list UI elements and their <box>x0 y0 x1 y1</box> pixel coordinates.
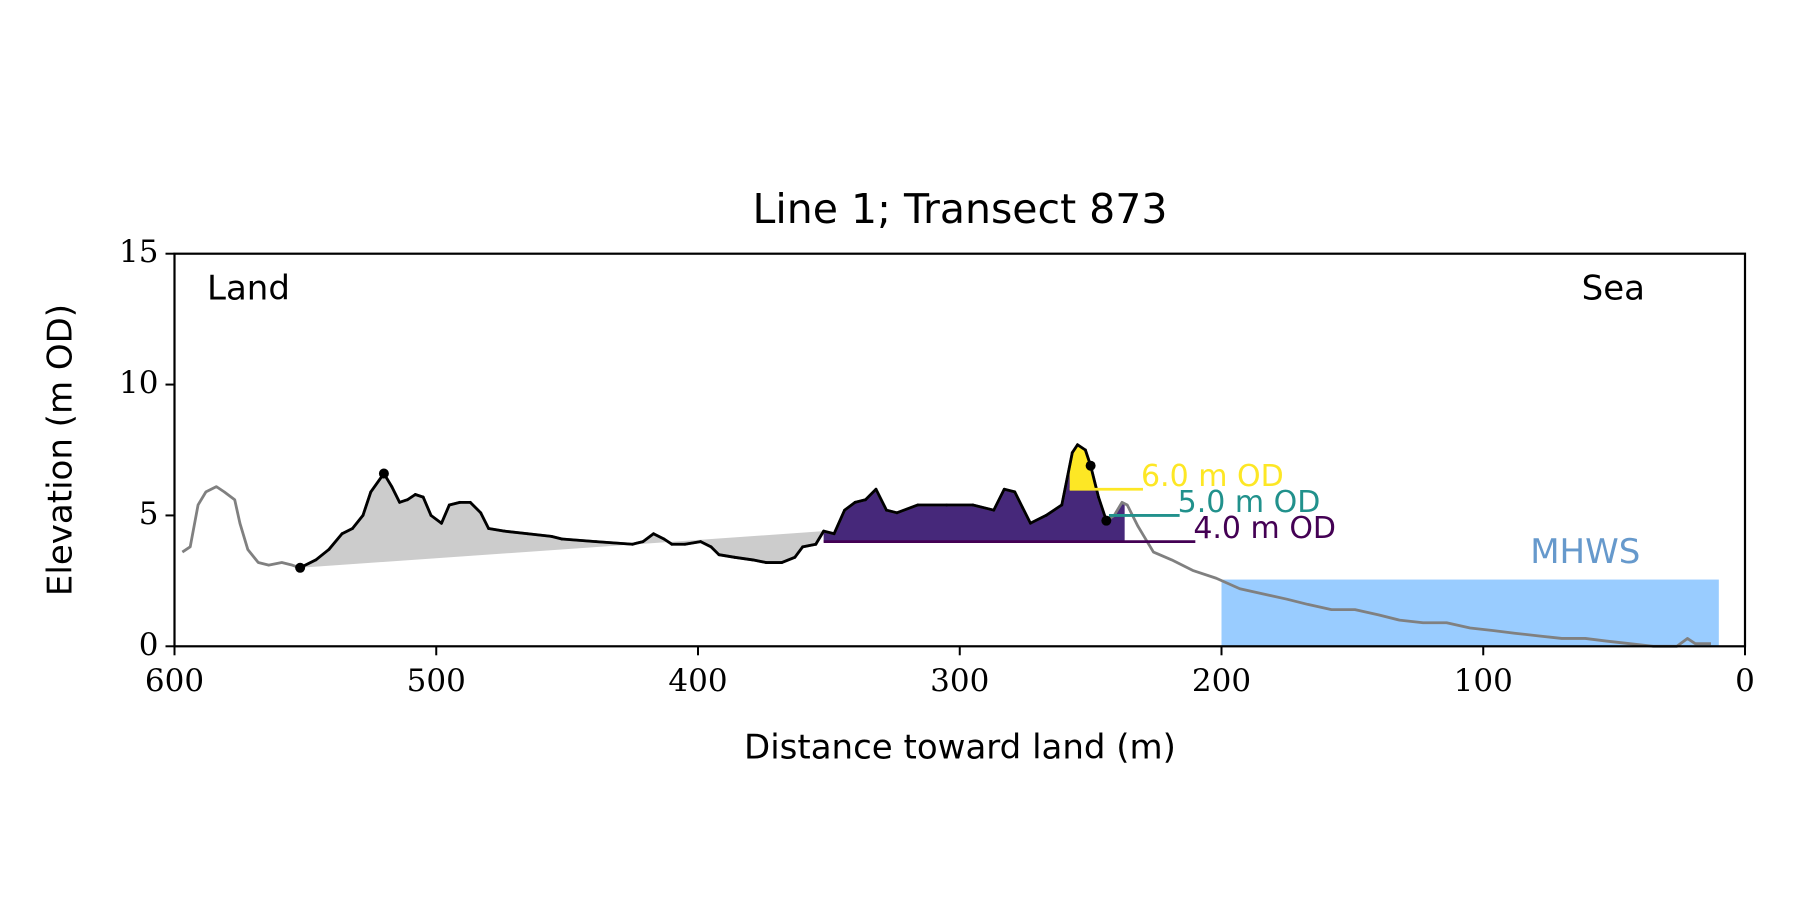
dune-segment <box>1013 490 1024 509</box>
dune-segment <box>526 532 553 538</box>
x-tick-label: 400 <box>668 663 727 699</box>
dune-segment <box>683 540 703 546</box>
dune-segment <box>1089 464 1100 499</box>
dune-segment <box>699 540 713 549</box>
dune-segment <box>832 508 846 536</box>
dune-segment <box>468 500 483 515</box>
chart-title: Line 1; Transect 873 <box>753 185 1168 233</box>
dune-segment <box>429 514 443 525</box>
y-tick-label: 0 <box>139 627 159 663</box>
mhws-area <box>1221 579 1719 647</box>
dune-segment <box>594 540 634 546</box>
dune-segment <box>1021 506 1032 525</box>
dune-segment <box>895 503 920 515</box>
marker <box>1085 460 1096 471</box>
mhws-label: MHWS <box>1530 532 1640 572</box>
dune-segment <box>843 500 857 512</box>
level-label: 4.0 m OD <box>1193 511 1336 546</box>
dune-segment <box>864 487 878 502</box>
dune-segment <box>1002 487 1017 494</box>
x-tick-label: 200 <box>1192 663 1251 699</box>
dune-segment <box>390 485 402 504</box>
x-tick-label: 300 <box>930 663 989 699</box>
dune-segment <box>652 532 666 541</box>
y-tick-label: 15 <box>119 234 158 270</box>
dune-segment <box>1029 514 1048 525</box>
dune-segment <box>801 542 818 549</box>
dune-segment <box>662 537 674 546</box>
dune-segment <box>874 487 888 512</box>
dune-segment <box>447 500 462 507</box>
x-tick-label: 100 <box>1454 663 1513 699</box>
dune-segment <box>440 503 451 525</box>
level-label: 6.0 m OD <box>1141 459 1284 494</box>
dune-segment <box>717 553 737 559</box>
dune-segment <box>631 540 645 546</box>
dune-segment <box>487 527 506 533</box>
dune-segment <box>361 490 373 517</box>
sea-annotation: Sea <box>1582 269 1645 309</box>
dune-segment <box>560 537 598 544</box>
y-tick-label: 10 <box>119 365 158 401</box>
dune-segment <box>351 514 365 530</box>
x-tick-label: 600 <box>145 663 204 699</box>
dune-segment <box>327 532 344 551</box>
dune-segment <box>421 495 433 517</box>
dune-segment <box>814 529 826 546</box>
marker <box>378 468 389 479</box>
dune-segment <box>1060 451 1074 507</box>
dune-segment <box>751 558 768 564</box>
dune-segment <box>733 555 755 562</box>
dune-segment <box>314 548 331 562</box>
dune-segment <box>992 487 1006 512</box>
toe-fill <box>300 473 824 568</box>
dune-segment <box>479 511 491 530</box>
y-tick-label: 5 <box>139 496 159 532</box>
dune-segment <box>853 498 867 504</box>
x-axis-label: Distance toward land (m) <box>744 728 1176 768</box>
dune-segment <box>1070 443 1079 455</box>
dune-segment <box>709 545 721 557</box>
dune-segment <box>822 529 836 536</box>
dune-segment <box>502 529 530 536</box>
dune-segment <box>550 534 564 541</box>
marker <box>1101 515 1112 526</box>
level-label: 5.0 m OD <box>1178 485 1321 520</box>
x-tick-label: 500 <box>407 663 466 699</box>
x-tick-label: 0 <box>1735 663 1755 699</box>
dune-segment <box>885 508 899 515</box>
dune-segment <box>1044 503 1064 517</box>
y-axis-label: Elevation (m OD) <box>41 304 81 596</box>
dune-segment <box>406 493 417 502</box>
dune-segment <box>780 555 797 564</box>
dune-segment <box>340 527 354 536</box>
dune-segment <box>971 503 996 512</box>
dune-segment <box>641 532 655 544</box>
land-annotation: Land <box>207 269 290 309</box>
dune-segment <box>793 545 805 559</box>
dune-segment <box>1076 443 1087 452</box>
level-fill <box>823 444 1125 542</box>
marker <box>295 562 306 573</box>
level-fill <box>1069 444 1097 490</box>
